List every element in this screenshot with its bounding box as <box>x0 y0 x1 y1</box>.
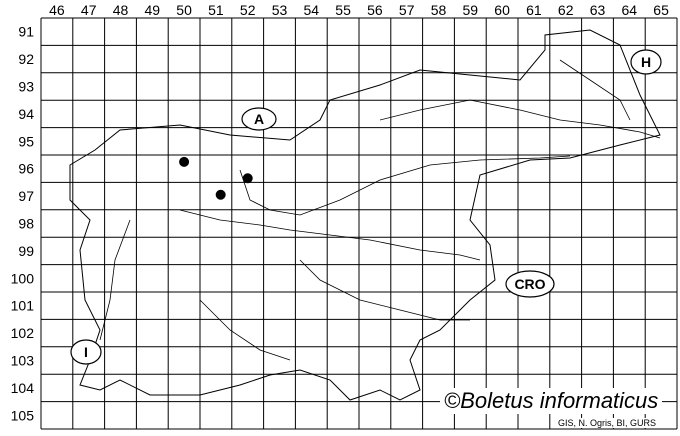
row-label: 91 <box>18 24 34 40</box>
column-label: 53 <box>272 2 288 18</box>
row-label: 98 <box>18 216 34 232</box>
row-label: 100 <box>11 270 35 286</box>
column-label: 61 <box>526 2 542 18</box>
row-label: 99 <box>18 243 34 259</box>
row-label: 97 <box>18 188 34 204</box>
column-label: 50 <box>176 2 192 18</box>
column-label: 55 <box>335 2 351 18</box>
row-label: 94 <box>18 106 34 122</box>
column-label: 54 <box>304 2 320 18</box>
record-dot <box>215 189 226 200</box>
row-label: 93 <box>18 79 34 95</box>
column-label: 60 <box>494 2 510 18</box>
column-label: 48 <box>113 2 129 18</box>
svg-text:A: A <box>254 111 264 127</box>
country-label-a: A <box>241 107 277 131</box>
row-label: 105 <box>11 407 35 423</box>
country-label-i: I <box>70 339 102 365</box>
country-labels: A H CRO I <box>70 49 662 365</box>
svg-text:I: I <box>84 344 88 360</box>
row-label: 102 <box>11 325 35 341</box>
column-label: 51 <box>208 2 224 18</box>
country-label-cro: CRO <box>505 270 555 298</box>
column-label: 62 <box>558 2 574 18</box>
row-label: 101 <box>11 298 35 314</box>
row-label: 92 <box>18 51 34 67</box>
column-label: 64 <box>622 2 638 18</box>
column-label: 58 <box>431 2 447 18</box>
column-label: 49 <box>145 2 161 18</box>
column-label: 46 <box>49 2 65 18</box>
svg-text:H: H <box>641 54 651 70</box>
record-dot <box>179 156 190 167</box>
column-label: 47 <box>81 2 97 18</box>
column-label: 59 <box>463 2 479 18</box>
row-label: 103 <box>11 353 35 369</box>
row-labels: 91 92 93 94 95 96 97 98 99 100 101 102 103 104 105 <box>11 24 35 424</box>
column-labels: 46 47 48 49 50 51 52 53 54 55 56 57 58 59 60 61 62 63 64 65 <box>49 2 669 18</box>
column-label: 65 <box>653 2 669 18</box>
column-label: 52 <box>240 2 256 18</box>
column-label: 56 <box>367 2 383 18</box>
record-dots <box>179 156 253 200</box>
svg-text:CRO: CRO <box>514 276 545 292</box>
record-dot <box>242 173 253 184</box>
column-label: 57 <box>399 2 415 18</box>
column-label: 63 <box>590 2 606 18</box>
data-source: GIS, N. Ogris, BI, GURS <box>556 418 659 428</box>
country-label-h: H <box>630 49 662 75</box>
copyright-credit: ©Boletus informaticus <box>440 388 663 414</box>
row-label: 104 <box>11 380 35 396</box>
row-label: 96 <box>18 161 34 177</box>
rivers <box>99 59 661 361</box>
row-label: 95 <box>18 133 34 149</box>
utm-grid <box>40 17 678 430</box>
country-outline <box>69 29 661 401</box>
